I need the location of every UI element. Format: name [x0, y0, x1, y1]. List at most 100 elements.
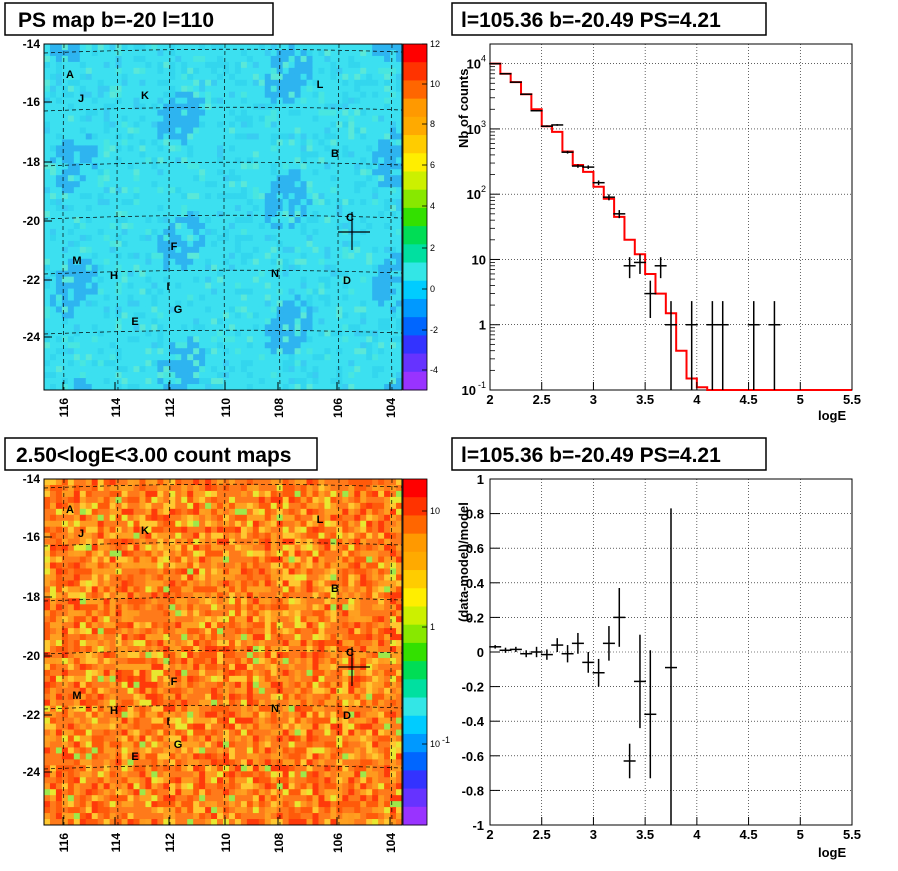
- map-cell: [258, 157, 266, 164]
- map-cell: [181, 91, 188, 99]
- map-cell: [390, 360, 397, 367]
- map-cell: [234, 526, 242, 534]
- map-cell: [217, 580, 224, 587]
- map-cell: [145, 294, 152, 301]
- map-cell: [44, 240, 51, 248]
- map-cell: [223, 348, 230, 355]
- map-cell: [342, 264, 349, 272]
- map-cell: [264, 384, 272, 391]
- map-cell: [354, 246, 361, 254]
- map-cell: [127, 282, 134, 289]
- map-cell: [109, 121, 116, 128]
- map-cell: [306, 592, 313, 599]
- map-cell: [55, 294, 63, 301]
- map-cell: [240, 550, 248, 557]
- map-cell: [342, 79, 349, 87]
- map-cell: [55, 246, 63, 254]
- map-cell: [294, 282, 301, 289]
- map-cell: [252, 193, 260, 200]
- map-cell: [205, 234, 212, 242]
- map-cell: [199, 264, 206, 272]
- map-cell: [372, 276, 379, 284]
- map-cell: [211, 574, 218, 581]
- map-cell: [246, 139, 254, 146]
- map-cell: [258, 342, 266, 349]
- map-cell: [300, 139, 307, 146]
- map-cell: [169, 496, 176, 504]
- map-cell: [354, 187, 361, 194]
- map-cell: [73, 91, 81, 99]
- map-cell: [199, 157, 206, 164]
- map-cell: [67, 282, 75, 289]
- map-cell: [234, 193, 242, 200]
- map-cell: [342, 318, 349, 325]
- map-cell: [258, 175, 266, 182]
- map-cell: [270, 306, 278, 313]
- map-cell: [354, 222, 361, 230]
- map-cell: [175, 157, 182, 164]
- map-cell: [103, 49, 111, 57]
- map-cell: [127, 568, 134, 575]
- map-cell: [133, 288, 140, 295]
- map-cell: [187, 175, 194, 182]
- map-cell: [276, 598, 284, 605]
- map-cell: [157, 496, 164, 504]
- map-cell: [181, 181, 188, 188]
- map-cell: [270, 366, 278, 373]
- map-cell: [336, 550, 343, 557]
- map-cell: [378, 324, 385, 331]
- map-cell: [390, 73, 397, 81]
- map-cell: [282, 228, 290, 236]
- map-cell: [390, 496, 397, 504]
- map-cell: [205, 378, 212, 385]
- map-cell: [151, 354, 158, 361]
- map-cell: [264, 550, 272, 557]
- map-cell: [85, 556, 93, 563]
- map-cell: [372, 49, 379, 57]
- map-cell: [270, 217, 278, 224]
- map-cell: [366, 44, 373, 51]
- map-cell: [342, 568, 349, 575]
- map-cell: [342, 300, 349, 307]
- map-cell: [127, 318, 134, 325]
- map-cell: [252, 240, 260, 248]
- map-cell: [169, 580, 176, 587]
- map-cell: [252, 121, 260, 128]
- map-cell: [318, 366, 325, 373]
- map-cell: [258, 169, 266, 176]
- map-cell: [324, 342, 331, 349]
- map-cell: [246, 586, 254, 593]
- map-cell: [61, 580, 69, 587]
- map-cell: [67, 91, 75, 99]
- map-cell: [79, 544, 87, 551]
- map-cell: [44, 288, 51, 295]
- map-cell: [270, 336, 278, 343]
- map-cell: [157, 384, 164, 391]
- map-cell: [151, 562, 158, 569]
- map-cell: [330, 217, 337, 224]
- map-grid-parallel: [43, 106, 403, 112]
- map-cell: [312, 85, 319, 93]
- map-cell: [193, 306, 200, 313]
- map-cell: [139, 211, 146, 218]
- map-cell: [55, 169, 63, 176]
- map-cell: [115, 336, 122, 343]
- map-cell: [300, 79, 307, 87]
- map-cell: [145, 139, 152, 146]
- map-cell: [109, 366, 116, 373]
- map-cell: [49, 85, 57, 93]
- map-cell: [157, 312, 164, 319]
- map-cell: [139, 342, 146, 349]
- map-cell: [157, 300, 164, 307]
- map-cell: [85, 598, 93, 605]
- map-cell: [396, 520, 403, 528]
- map-cell: [324, 169, 331, 176]
- map-cell: [300, 282, 307, 289]
- map-cell: [44, 55, 51, 63]
- map-cell: [85, 240, 93, 248]
- map-cell: [348, 324, 355, 331]
- map-cell: [288, 193, 295, 200]
- map-cell: [372, 354, 379, 361]
- map-cell: [193, 484, 200, 492]
- map-cell: [396, 562, 403, 569]
